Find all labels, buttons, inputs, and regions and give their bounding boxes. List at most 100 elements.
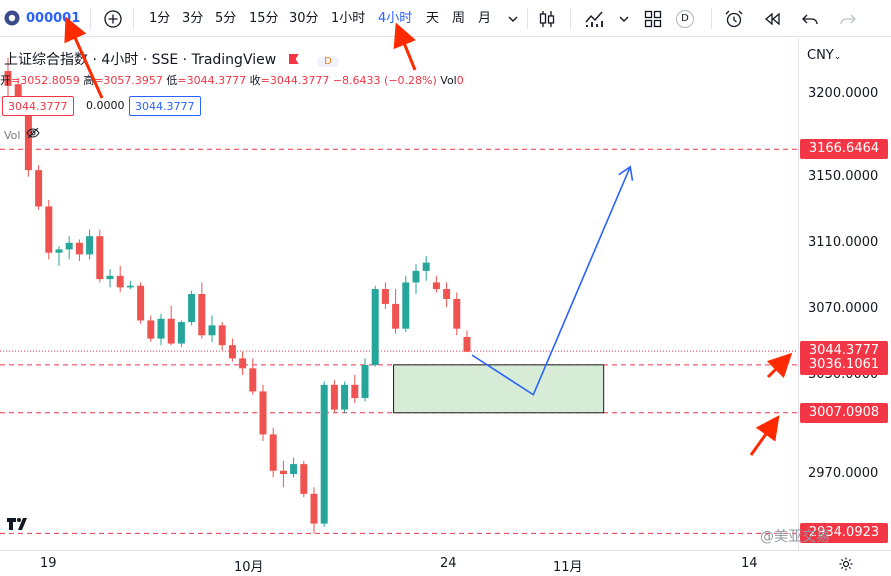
time-label: 24 (440, 556, 457, 571)
top-toolbar: 000001 1分 3分 5分 15分 30分 1小时 4小时 天 周 月 D (0, 0, 891, 37)
interval-1m[interactable]: 1分 (149, 11, 171, 26)
candle-body (412, 270, 420, 283)
candle-body (228, 345, 236, 359)
price-tag[interactable]: 3036.1061 (800, 354, 888, 375)
candle-body (106, 275, 114, 280)
candle-body (65, 242, 73, 250)
interval-month[interactable]: 月 (478, 11, 492, 26)
candle-body (463, 336, 471, 352)
interval-5m[interactable]: 5分 (215, 11, 237, 26)
candle-body (320, 384, 328, 524)
price-chart[interactable] (0, 38, 798, 550)
chevron-down-icon: ⌄ (833, 52, 842, 62)
price-axis-label: 3200.0000 (808, 86, 879, 102)
candle-body (147, 320, 155, 339)
projection-arrowhead (618, 165, 634, 181)
symbol-search-button[interactable]: 000001 (26, 11, 81, 26)
time-label: 14 (741, 556, 758, 571)
ohlc-change: −8.6433 (332, 74, 381, 87)
candle-body (177, 322, 185, 344)
candle-body (381, 289, 389, 304)
interval-30m[interactable]: 30分 (289, 11, 319, 26)
ohlc-close-label: 收 (249, 74, 261, 87)
ohlc-low-label: 低 (166, 74, 178, 87)
candles-chart-type-icon[interactable] (537, 9, 557, 29)
legend-symbol-title: 上证综合指数 · 4小时 · SSE · TradingView (4, 52, 277, 68)
undo-icon[interactable] (800, 9, 820, 29)
data-badge-icon[interactable]: D (675, 9, 695, 29)
time-label: 11月 (553, 560, 583, 575)
target-zone-rectangle (393, 364, 605, 414)
candle-body (341, 384, 349, 410)
candle-body (208, 325, 216, 336)
indicators-icon[interactable] (584, 9, 604, 29)
legend-d-badge[interactable]: D (317, 56, 339, 67)
interval-4h[interactable]: 4小时 (378, 11, 413, 26)
candle-body (269, 434, 277, 471)
price-tag[interactable]: 3166.6464 (800, 139, 888, 160)
price-axis[interactable]: CNY⌄ (798, 38, 891, 550)
price-axis-label: 3110.0000 (808, 234, 879, 250)
ohlc-vol: 0 (456, 74, 464, 87)
watermark-text: @美亚交易 (760, 529, 830, 545)
candle-body (402, 282, 410, 329)
candle-body (422, 262, 430, 271)
candle-body (218, 325, 226, 346)
tradingview-logo-icon[interactable] (6, 516, 30, 532)
candle-body (157, 318, 165, 339)
time-axis[interactable] (0, 550, 891, 574)
interval-3m[interactable]: 3分 (182, 11, 204, 26)
interval-week[interactable]: 周 (452, 11, 466, 26)
alarm-clock-icon[interactable] (723, 9, 743, 29)
ohlc-low: =3044.3777 (177, 74, 247, 87)
candle-body (290, 464, 298, 475)
price-tag[interactable]: 3007.0908 (800, 402, 888, 423)
candle-body (453, 298, 461, 329)
candle-body (239, 358, 247, 369)
interval-1h[interactable]: 1小时 (331, 11, 366, 26)
candle-body (361, 365, 369, 399)
eye-off-icon[interactable] (26, 127, 40, 142)
sell-price-button[interactable]: 3044.3777 (2, 96, 74, 116)
volume-indicator-label[interactable]: Vol (4, 127, 40, 142)
candle-body (4, 71, 12, 86)
price-axis-label: 3070.0000 (808, 300, 879, 316)
candle-body (330, 384, 338, 410)
projection-path (471, 166, 631, 396)
candle-body (392, 303, 400, 329)
candle-body (45, 206, 53, 253)
ohlc-open: =3052.8059 (11, 74, 80, 87)
flag-icon[interactable] (288, 54, 299, 64)
compare-add-icon[interactable] (103, 9, 123, 29)
layout-grid-icon[interactable] (643, 9, 663, 29)
legend-ohlc: 开=3052.8059 高=3057.3957 低=3044.3777 收=30… (0, 72, 464, 88)
ohlc-vol-label: Vol (440, 74, 457, 87)
settings-gear-icon[interactable] (838, 556, 854, 572)
ohlc-change-pct: (−0.28%) (384, 74, 437, 87)
legend-title[interactable]: 上证综合指数 · 4小时 · SSE · TradingView D (4, 49, 339, 69)
toolbar-divider (570, 8, 571, 29)
candle-body (86, 236, 94, 255)
symbol-logo-icon (4, 10, 20, 26)
price-tag[interactable]: 2934.0923 (800, 523, 888, 544)
candle-body (300, 464, 308, 494)
buy-price-button[interactable]: 3044.3777 (129, 96, 201, 116)
interval-15m[interactable]: 15分 (249, 11, 279, 26)
replay-rewind-icon[interactable] (762, 9, 782, 29)
chevron-down-icon[interactable] (614, 9, 634, 29)
toolbar-divider (90, 8, 91, 29)
volume-indicator-name: Vol (4, 129, 21, 142)
candle-body (137, 285, 145, 321)
toolbar-divider (527, 8, 528, 29)
candle-body (75, 242, 83, 255)
chevron-down-icon[interactable] (503, 9, 523, 29)
redo-icon[interactable] (838, 9, 858, 29)
interval-day[interactable]: 天 (426, 11, 440, 26)
ohlc-close: =3044.3777 (260, 74, 330, 87)
candle-body (259, 391, 267, 435)
toolbar-divider (711, 8, 712, 29)
ohlc-open-label: 开 (0, 74, 11, 87)
currency-selector[interactable]: CNY⌄ (807, 48, 841, 63)
candle-body (14, 84, 22, 108)
candle-body (35, 170, 43, 207)
